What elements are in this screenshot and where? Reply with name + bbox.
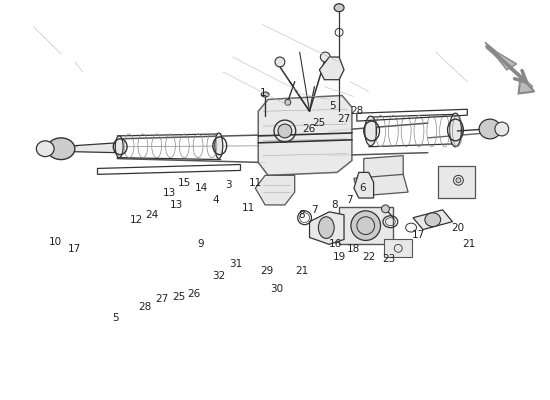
Ellipse shape <box>351 211 381 240</box>
Text: 23: 23 <box>382 254 395 264</box>
Polygon shape <box>255 175 295 205</box>
Text: 5: 5 <box>329 101 336 111</box>
Text: 8: 8 <box>331 200 338 210</box>
Polygon shape <box>258 96 352 175</box>
Polygon shape <box>354 174 408 196</box>
Text: 5: 5 <box>112 313 119 323</box>
Text: 24: 24 <box>145 210 158 220</box>
Text: 25: 25 <box>173 292 186 302</box>
Text: 27: 27 <box>337 114 351 124</box>
Text: 21: 21 <box>463 239 476 249</box>
Ellipse shape <box>425 213 441 227</box>
Text: 13: 13 <box>170 200 183 210</box>
Text: 10: 10 <box>48 238 62 248</box>
Text: 18: 18 <box>347 244 360 254</box>
Text: 7: 7 <box>345 195 352 205</box>
Text: 14: 14 <box>194 183 208 193</box>
Polygon shape <box>310 212 344 244</box>
Text: 26: 26 <box>302 124 315 134</box>
Text: 17: 17 <box>411 230 425 240</box>
Bar <box>339 207 393 244</box>
Polygon shape <box>320 57 344 80</box>
Text: 32: 32 <box>212 271 226 281</box>
Ellipse shape <box>365 116 377 146</box>
Text: 13: 13 <box>163 188 176 198</box>
Text: 4: 4 <box>212 195 219 205</box>
Text: 17: 17 <box>68 244 81 254</box>
Text: 22: 22 <box>362 252 375 262</box>
Text: 21: 21 <box>295 266 308 276</box>
Text: 28: 28 <box>138 302 151 312</box>
Text: 3: 3 <box>226 180 232 190</box>
Text: 7: 7 <box>311 205 318 215</box>
Text: 1: 1 <box>260 88 267 98</box>
Text: 31: 31 <box>229 259 242 269</box>
Polygon shape <box>364 156 403 182</box>
Text: 19: 19 <box>332 252 346 262</box>
Ellipse shape <box>47 138 75 160</box>
Ellipse shape <box>479 119 501 139</box>
Ellipse shape <box>275 57 285 67</box>
Text: 26: 26 <box>188 289 201 299</box>
Bar <box>384 240 412 257</box>
Ellipse shape <box>449 113 461 147</box>
Ellipse shape <box>456 178 461 183</box>
Ellipse shape <box>36 141 54 157</box>
Polygon shape <box>519 77 535 94</box>
Text: 11: 11 <box>249 178 262 188</box>
Text: 29: 29 <box>261 266 274 276</box>
Ellipse shape <box>320 52 330 62</box>
Text: 16: 16 <box>328 239 342 249</box>
Text: 8: 8 <box>298 210 305 220</box>
Text: 20: 20 <box>451 223 464 233</box>
Ellipse shape <box>116 136 123 158</box>
Ellipse shape <box>285 100 291 105</box>
Polygon shape <box>413 210 453 230</box>
Ellipse shape <box>382 205 389 213</box>
Ellipse shape <box>261 92 269 97</box>
Ellipse shape <box>278 124 292 138</box>
Ellipse shape <box>495 122 509 136</box>
Polygon shape <box>354 172 373 198</box>
Polygon shape <box>73 143 117 153</box>
Ellipse shape <box>334 4 344 12</box>
Text: 9: 9 <box>198 239 205 249</box>
Text: 30: 30 <box>271 284 284 294</box>
Text: 27: 27 <box>155 294 168 304</box>
Ellipse shape <box>215 133 223 158</box>
Bar <box>438 166 475 198</box>
Text: 28: 28 <box>350 106 364 116</box>
Text: 12: 12 <box>129 215 142 225</box>
Text: 11: 11 <box>242 203 255 213</box>
Text: 6: 6 <box>360 183 366 193</box>
Text: 15: 15 <box>178 178 191 188</box>
Ellipse shape <box>318 217 334 238</box>
Polygon shape <box>485 42 516 70</box>
Text: 25: 25 <box>313 118 326 128</box>
